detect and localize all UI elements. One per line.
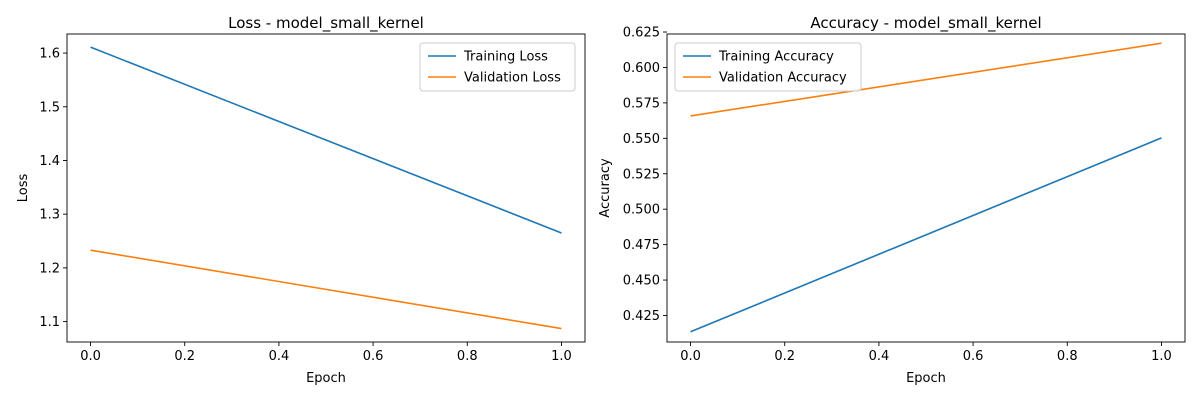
- y-tick-label: 1.5: [39, 100, 60, 115]
- y-axis-label: Loss: [16, 174, 31, 203]
- x-axis-label: Epoch: [306, 371, 346, 386]
- series-line-validation-accuracy: [690, 42, 1162, 117]
- y-tick-label: 0.450: [623, 274, 660, 289]
- x-axis-label: Epoch: [906, 371, 946, 386]
- x-tick-label: 0.2: [774, 349, 795, 364]
- legend-label: Validation Loss: [464, 71, 561, 86]
- y-tick-label: 0.550: [623, 132, 660, 147]
- y-tick-label: 1.6: [39, 47, 60, 62]
- legend: Training Accuracy Validation Accuracy: [674, 42, 862, 92]
- y-tick-label: 0.475: [623, 238, 660, 253]
- y-tick-label: 1.3: [39, 208, 60, 223]
- legend-box: [419, 42, 576, 92]
- chart-panel-accuracy: 0.0 0.2 0.4 0.6 0.8 1.0 0.425 0.450 0.475 0.500 0.…: [598, 14, 1186, 386]
- y-tick-label: 1.4: [39, 154, 60, 169]
- legend-label: Training Accuracy: [718, 50, 834, 65]
- chart-title: Loss - model_small_kernel: [228, 14, 424, 33]
- x-tick-label: 0.2: [174, 349, 195, 364]
- y-tick-label: 1.2: [39, 261, 60, 276]
- x-tick-label: 0.4: [869, 349, 890, 364]
- legend-label: Training Loss: [463, 50, 548, 65]
- axes-frame: [66, 33, 586, 343]
- y-tick-label: 0.425: [623, 309, 660, 324]
- legend-label: Validation Accuracy: [719, 71, 847, 86]
- axes-frame: [666, 33, 1186, 343]
- series-line-training-loss: [90, 46, 562, 234]
- x-tick-label: 0.6: [963, 349, 984, 364]
- y-tick-label: 0.625: [623, 26, 660, 41]
- y-tick-label: 0.500: [623, 203, 660, 218]
- y-tick-label: 0.525: [623, 167, 660, 182]
- y-tick-label: 1.1: [39, 315, 60, 330]
- x-tick-label: 0.0: [680, 349, 701, 364]
- x-tick-label: 0.6: [363, 349, 384, 364]
- x-tick-label: 0.0: [80, 349, 101, 364]
- x-tick-label: 0.4: [269, 349, 290, 364]
- legend: Training Loss Validation Loss: [419, 42, 576, 92]
- x-tick-label: 0.8: [1057, 349, 1078, 364]
- y-tick-label: 0.575: [623, 96, 660, 111]
- chart-panel-loss: 0.0 0.2 0.4 0.6 0.8 1.0 1.1 1.2 1.3 1.4 1.5 1.6 Loss…: [16, 14, 586, 386]
- legend-box: [674, 42, 862, 92]
- series-line-training-accuracy: [690, 137, 1162, 333]
- x-tick-label: 0.8: [457, 349, 478, 364]
- y-tick-label: 0.600: [623, 61, 660, 76]
- y-axis-label: Accuracy: [598, 158, 613, 218]
- series-line-validation-loss: [90, 249, 562, 330]
- x-tick-label: 1.0: [1151, 349, 1172, 364]
- chart-title: Accuracy - model_small_kernel: [810, 14, 1041, 33]
- x-tick-label: 1.0: [551, 349, 572, 364]
